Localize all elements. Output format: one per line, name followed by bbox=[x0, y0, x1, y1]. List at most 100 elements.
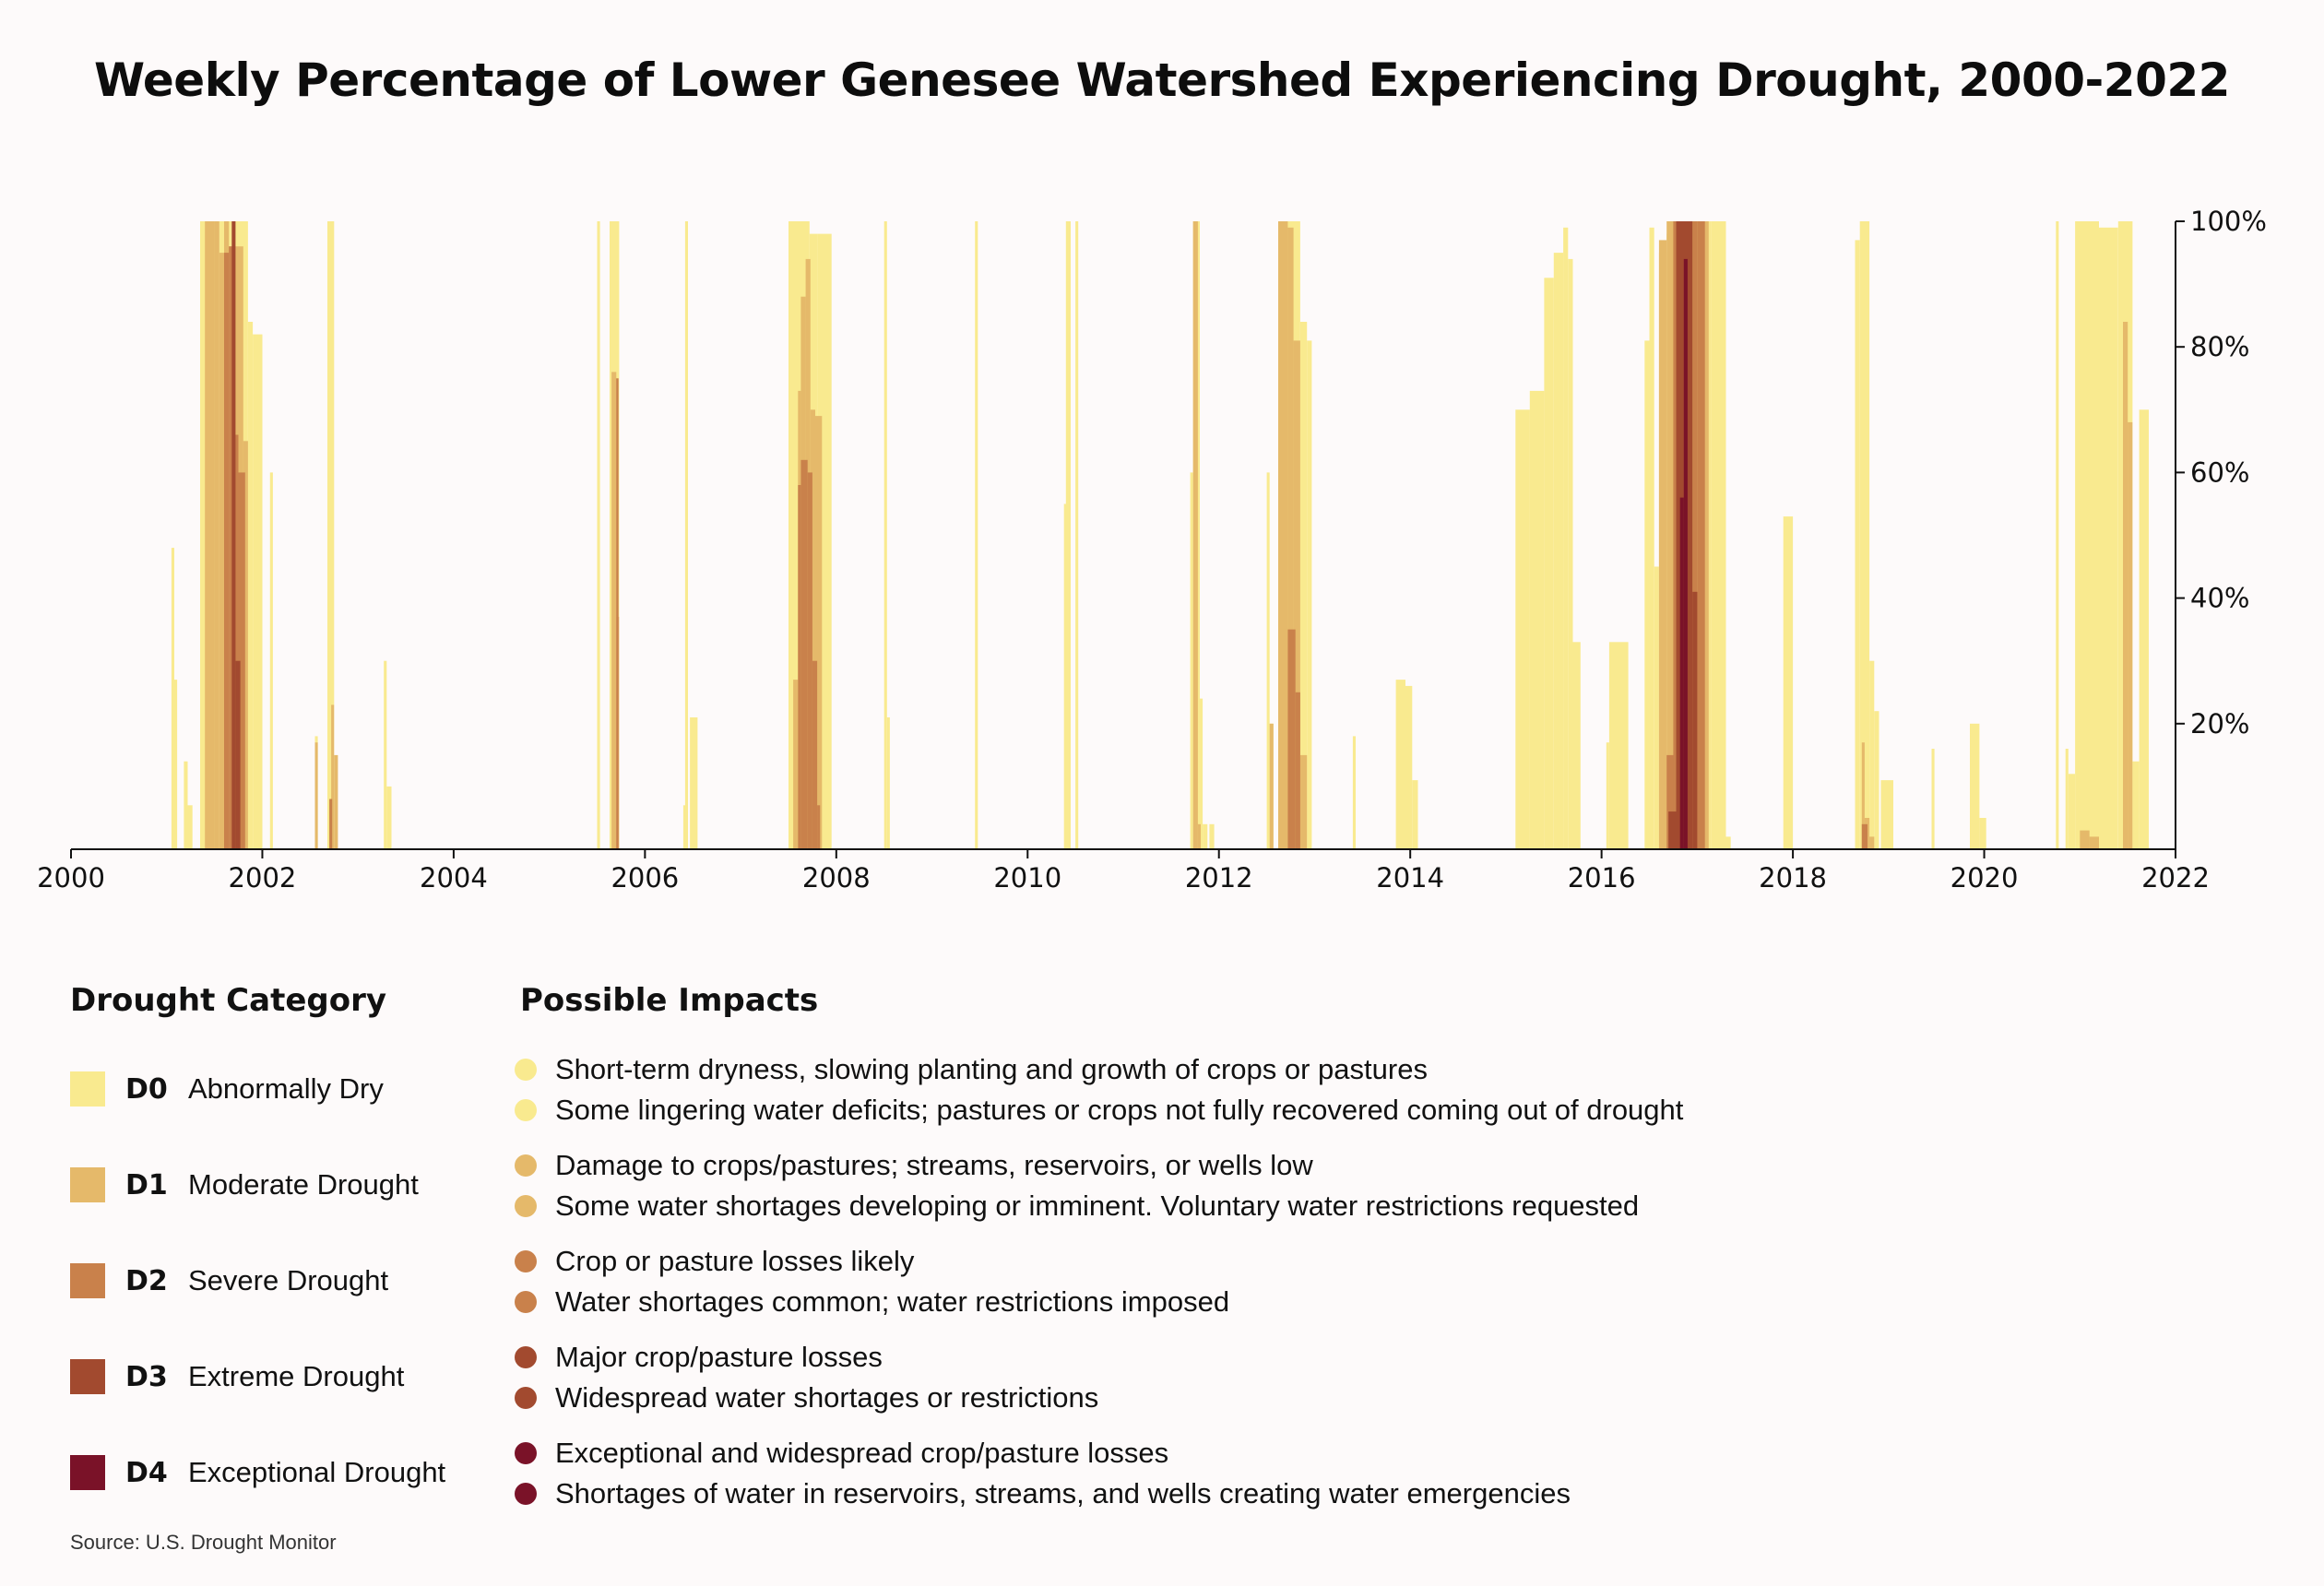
bar-d0 bbox=[2065, 749, 2069, 849]
d4-dot-icon bbox=[515, 1483, 537, 1505]
impact-text: Crop or pasture losses likely bbox=[555, 1245, 915, 1277]
bar-d0 bbox=[1859, 221, 1870, 849]
bar-d0 bbox=[883, 221, 887, 849]
bar-d0 bbox=[1644, 340, 1650, 849]
bar-d0 bbox=[597, 221, 600, 849]
bar-d2 bbox=[233, 434, 239, 849]
d1-dot-icon bbox=[515, 1154, 537, 1177]
chart-title: Weekly Percentage of Lower Genesee Water… bbox=[94, 53, 2230, 107]
bar-d0 bbox=[327, 221, 335, 849]
legend-code: D4 bbox=[125, 1456, 168, 1489]
legend-label: Moderate Drought bbox=[188, 1168, 419, 1201]
bar-d0 bbox=[1553, 253, 1564, 850]
x-tick-label: 2004 bbox=[420, 862, 488, 894]
bar-d1 bbox=[243, 441, 248, 849]
bar-d0 bbox=[1979, 818, 1986, 849]
d1-dot-icon bbox=[515, 1195, 537, 1217]
d0-dot-icon bbox=[515, 1099, 537, 1121]
d3-swatch bbox=[70, 1359, 105, 1394]
legend-item-d2: D2 Severe Drought bbox=[70, 1262, 388, 1299]
bar-d2 bbox=[800, 459, 808, 849]
bar-d2 bbox=[1295, 692, 1300, 850]
bar-d1 bbox=[2080, 830, 2090, 849]
bar-d1 bbox=[1666, 221, 1674, 849]
bar-d0 bbox=[1063, 503, 1067, 849]
x-tick-label: 2022 bbox=[2141, 862, 2210, 894]
bar-d2 bbox=[1287, 629, 1296, 849]
bar-d2 bbox=[817, 805, 821, 849]
bar-d2 bbox=[238, 472, 245, 849]
bar-d0 bbox=[1307, 340, 1312, 849]
bar-d0 bbox=[1266, 472, 1270, 849]
bar-d3 bbox=[1692, 591, 1698, 849]
bar-d0 bbox=[1784, 799, 1789, 849]
bar-d0 bbox=[1065, 221, 1071, 849]
d2-dot-icon bbox=[515, 1291, 537, 1313]
legend-item-d3: D3 Extreme Drought bbox=[70, 1358, 404, 1395]
bar-d0 bbox=[2068, 774, 2076, 849]
bar-d0 bbox=[690, 717, 698, 849]
bar-d1 bbox=[1197, 823, 1201, 849]
bar-d0 bbox=[2056, 221, 2059, 849]
bar-d2 bbox=[329, 799, 333, 849]
legend-code: D3 bbox=[125, 1360, 168, 1393]
bar-d3 bbox=[1668, 811, 1677, 849]
source-note: Source: U.S. Drought Monitor bbox=[70, 1531, 337, 1554]
bar-d0 bbox=[682, 805, 686, 849]
bar-d2 bbox=[229, 246, 234, 849]
bar-d1 bbox=[2089, 836, 2099, 849]
bar-d1 bbox=[611, 372, 617, 849]
bar-d0 bbox=[2139, 409, 2149, 849]
impact-item: Water shortages common; water restrictio… bbox=[515, 1282, 1229, 1322]
bar-d2 bbox=[1697, 221, 1705, 849]
bar-d0 bbox=[2099, 227, 2118, 850]
bar-d0 bbox=[1608, 642, 1629, 849]
drought-chart: 2000 2002 2004 2006 2008 2010 2012 2014 2016 2018… bbox=[37, 206, 2267, 894]
bar-d0 bbox=[171, 548, 174, 849]
impact-text: Exceptional and widespread crop/pasture … bbox=[555, 1437, 1169, 1469]
bar-d0 bbox=[1725, 836, 1731, 849]
impact-text: Major crop/pasture losses bbox=[555, 1341, 883, 1373]
bar-d0 bbox=[247, 322, 254, 849]
bar-d0 bbox=[684, 221, 688, 849]
d1-swatch bbox=[70, 1167, 105, 1202]
d0-swatch bbox=[70, 1071, 105, 1107]
impact-text: Some lingering water deficits; pastures … bbox=[555, 1094, 1684, 1126]
d0-dot-icon bbox=[515, 1059, 537, 1081]
drought-category-heading: Drought Category bbox=[70, 982, 387, 1019]
impact-item: Damage to crops/pastures; streams, reser… bbox=[515, 1145, 1639, 1186]
y-tick-label: 100% bbox=[2190, 206, 2267, 237]
legend-item-d0: D0 Abnormally Dry bbox=[70, 1071, 384, 1107]
legend-label: Extreme Drought bbox=[188, 1360, 405, 1392]
impact-item: Exceptional and widespread crop/pasture … bbox=[515, 1433, 1571, 1474]
bar-d0 bbox=[1931, 749, 1935, 849]
bar-d1 bbox=[205, 221, 215, 849]
bar-d1 bbox=[1299, 754, 1308, 849]
bar-d0 bbox=[1711, 221, 1726, 849]
x-tick-label: 2010 bbox=[993, 862, 1061, 894]
bar-d1 bbox=[1702, 221, 1709, 849]
bar-d2 bbox=[1666, 754, 1674, 849]
bar-d0 bbox=[1544, 278, 1554, 849]
impact-item: Shortages of water in reservoirs, stream… bbox=[515, 1474, 1571, 1514]
x-tick-label: 2006 bbox=[611, 862, 679, 894]
impact-item: Some lingering water deficits; pastures … bbox=[515, 1090, 1683, 1130]
bar-d0 bbox=[1190, 472, 1193, 849]
bar-d0 bbox=[253, 334, 263, 850]
bar-d0 bbox=[187, 805, 193, 849]
bar-d2 bbox=[798, 485, 801, 849]
bar-d0 bbox=[1783, 516, 1794, 849]
bar-d1 bbox=[810, 409, 815, 849]
bar-d1 bbox=[2128, 421, 2133, 849]
bar-d0 bbox=[1203, 823, 1208, 849]
bar-d0 bbox=[1529, 390, 1545, 849]
bar-d1 bbox=[1869, 836, 1875, 849]
impact-group-d4: Exceptional and widespread crop/pasture … bbox=[515, 1433, 1571, 1514]
bar-d0 bbox=[1880, 780, 1893, 849]
bar-d2 bbox=[224, 253, 230, 850]
bar-d1 bbox=[1861, 742, 1865, 849]
impact-group-d2: Crop or pasture losses likely Water shor… bbox=[515, 1241, 1229, 1322]
legend-item-d1: D1 Moderate Drought bbox=[70, 1166, 419, 1203]
bar-d1 bbox=[214, 221, 219, 849]
bar-d1 bbox=[334, 754, 338, 849]
